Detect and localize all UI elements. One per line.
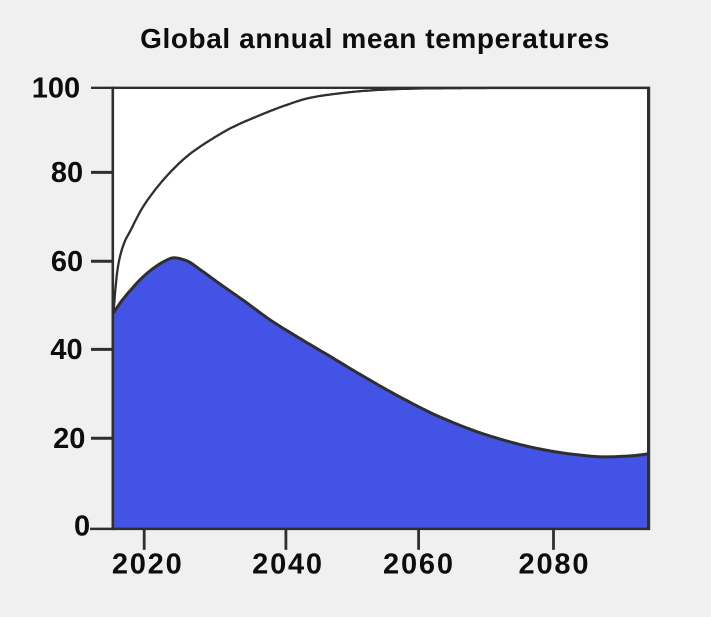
svg-text:2060: 2060 <box>383 549 455 581</box>
svg-text:2020: 2020 <box>112 549 184 581</box>
svg-text:40: 40 <box>50 334 82 366</box>
svg-text:2040: 2040 <box>252 549 324 581</box>
svg-text:Global annual mean temperature: Global annual mean temperatures <box>140 23 610 54</box>
svg-text:80: 80 <box>51 157 83 189</box>
svg-text:2080: 2080 <box>519 549 591 581</box>
svg-text:100: 100 <box>32 73 80 105</box>
svg-text:20: 20 <box>53 423 85 455</box>
svg-text:0: 0 <box>74 510 90 542</box>
svg-text:60: 60 <box>51 246 83 278</box>
